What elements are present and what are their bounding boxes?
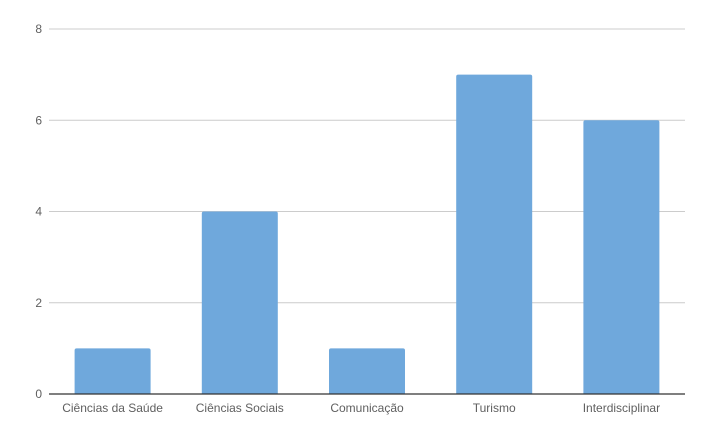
y-axis-labels: 0 2 4 6 8	[35, 22, 42, 401]
x-tick-label: Ciências Sociais	[196, 401, 284, 415]
bars	[74, 74, 660, 394]
y-tick-label: 0	[35, 387, 42, 401]
x-tick-label: Interdisciplinar	[583, 401, 660, 415]
x-axis-labels: Ciências da Saúde Ciências Sociais Comunic…	[62, 401, 660, 415]
y-tick-label: 6	[35, 113, 42, 127]
y-tick-label: 2	[35, 296, 42, 310]
gridlines	[49, 28, 685, 304]
y-tick-label: 4	[35, 205, 42, 219]
bar	[74, 348, 151, 394]
x-tick-label: Turismo	[473, 401, 516, 415]
bar	[329, 348, 405, 394]
x-tick-label: Comunicação	[330, 401, 404, 415]
y-tick-label: 8	[35, 22, 42, 36]
bar	[583, 120, 660, 394]
x-tick-label: Ciências da Saúde	[62, 401, 163, 415]
bar	[456, 74, 533, 394]
bar	[201, 211, 278, 394]
